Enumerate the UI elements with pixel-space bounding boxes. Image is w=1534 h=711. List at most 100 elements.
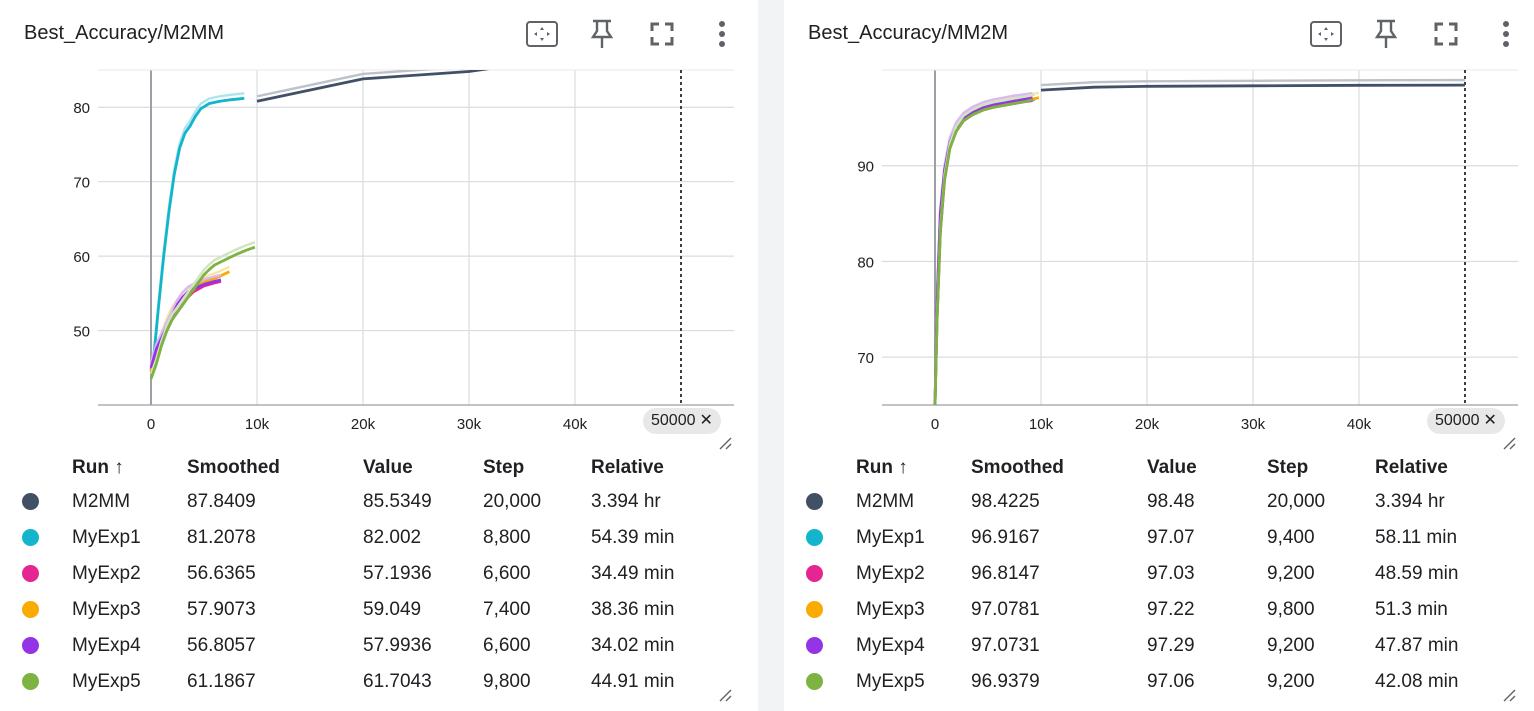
run-color-dot[interactable]	[22, 565, 39, 583]
run-color-dot[interactable]	[22, 637, 39, 655]
run-color-dot[interactable]	[22, 673, 39, 691]
table-row[interactable]: M2MM 87.8409 85.5349 20,000 3.394 hr	[22, 484, 731, 520]
table-row[interactable]: M2MM 98.4225 98.48 20,000 3.394 hr	[806, 484, 1515, 520]
raw-value: 97.22	[1147, 599, 1195, 620]
close-icon[interactable]: ✕	[699, 412, 713, 429]
line-chart[interactable]: 70 80 90 0 10k 20k 30k 40k	[784, 62, 1534, 447]
raw-value: 97.03	[1147, 563, 1195, 584]
chart-resize-handle[interactable]	[718, 436, 732, 450]
table-row[interactable]: MyExp3 97.0781 97.22 9,800 51.3 min	[806, 592, 1515, 628]
close-icon[interactable]: ✕	[1483, 412, 1497, 429]
run-color-dot[interactable]	[806, 493, 823, 511]
column-header-run[interactable]: Run ↑	[72, 457, 124, 478]
column-header-step[interactable]: Step	[1267, 457, 1309, 478]
pin-button[interactable]	[1368, 16, 1404, 52]
run-color-dot[interactable]	[806, 673, 823, 691]
smoothed-value: 61.1867	[187, 671, 256, 692]
fullscreen-button[interactable]	[644, 16, 680, 52]
step-value: 8,800	[483, 527, 531, 548]
column-header-value[interactable]: Value	[1147, 457, 1197, 478]
series-raw-line-MyExp4	[149, 273, 222, 364]
relative-time: 34.49 min	[591, 563, 675, 584]
more-options-button[interactable]	[1488, 16, 1524, 52]
table-row[interactable]: MyExp5 96.9379 97.06 9,200 42.08 min	[806, 664, 1515, 700]
series-raw-line-MyExp4	[933, 91, 1033, 401]
table-row[interactable]: MyExp3 57.9073 59.049 7,400 38.36 min	[22, 592, 731, 628]
x-tick-label: 30k	[457, 416, 482, 433]
y-tick-label: 50	[73, 324, 90, 341]
run-color-dot[interactable]	[22, 529, 39, 547]
series-raw-line-M2MM	[1040, 78, 1466, 87]
table-row[interactable]: MyExp2 96.8147 97.03 9,200 48.59 min	[806, 556, 1515, 592]
relative-time: 3.394 hr	[591, 491, 661, 512]
run-color-dot[interactable]	[22, 493, 39, 511]
chart-resize-handle[interactable]	[1502, 436, 1516, 450]
relative-time: 48.59 min	[1375, 563, 1459, 584]
table-row[interactable]: MyExp1 81.2078 82.002 8,800 54.39 min	[22, 520, 731, 556]
table-row[interactable]: MyExp5 61.1867 61.7043 9,800 44.91 min	[22, 664, 731, 700]
x-tick-label: 10k	[1029, 416, 1054, 433]
card-title: Best_Accuracy/M2MM	[24, 22, 225, 44]
series-raw-line-M2MM	[256, 70, 437, 98]
run-color-dot[interactable]	[806, 637, 823, 655]
table-row[interactable]: MyExp4 97.0731 97.29 9,200 47.87 min	[806, 628, 1515, 664]
step-marker-chip[interactable]: 50000 ✕	[1427, 408, 1505, 434]
raw-value: 97.29	[1147, 635, 1195, 656]
raw-value: 61.7043	[363, 671, 432, 692]
resize-handle-icon	[1503, 437, 1516, 450]
smoothed-value: 96.8147	[971, 563, 1040, 584]
table-row[interactable]: MyExp2 56.6365 57.1936 6,600 34.49 min	[22, 556, 731, 592]
relative-time: 42.08 min	[1375, 671, 1459, 692]
run-name: MyExp4	[856, 635, 925, 656]
column-header-value[interactable]: Value	[363, 457, 413, 478]
smoothed-value: 56.6365	[187, 563, 256, 584]
table-resize-handle[interactable]	[1502, 688, 1516, 702]
run-color-dot[interactable]	[22, 601, 39, 619]
run-color-dot[interactable]	[806, 529, 823, 547]
smoothed-value: 56.8057	[187, 635, 256, 656]
table-resize-handle[interactable]	[718, 688, 732, 702]
run-name: MyExp1	[856, 527, 925, 548]
fullscreen-button[interactable]	[1428, 16, 1464, 52]
x-tick-label: 40k	[563, 416, 588, 433]
x-tick-label: 0	[931, 416, 939, 433]
column-header-smoothed[interactable]: Smoothed	[971, 457, 1064, 478]
series-line-MyExp5	[149, 245, 256, 380]
table-row[interactable]: MyExp1 96.9167 97.07 9,400 58.11 min	[806, 520, 1515, 556]
step-value: 9,400	[1267, 527, 1315, 548]
smoothed-value: 98.4225	[971, 491, 1040, 512]
x-tick-label: 20k	[1135, 416, 1160, 433]
resize-handle-icon	[719, 689, 732, 702]
column-header-run[interactable]: Run ↑	[856, 457, 908, 478]
more-options-button[interactable]	[704, 16, 740, 52]
runs-table: Run ↑ Smoothed Value Step Relative M2MM 8…	[22, 452, 731, 700]
raw-value: 98.48	[1147, 491, 1195, 512]
column-header-relative[interactable]: Relative	[1375, 457, 1448, 478]
table-row[interactable]: MyExp4 56.8057 57.9936 6,600 34.02 min	[22, 628, 731, 664]
chart-svg[interactable]: 50 60 70 80 0 10k 20k 30k 40k	[0, 62, 758, 442]
pin-button[interactable]	[584, 16, 620, 52]
run-color-dot[interactable]	[806, 565, 823, 583]
line-chart[interactable]: 50 60 70 80 0 10k 20k 30k 40k	[0, 62, 758, 447]
column-header-relative[interactable]: Relative	[591, 457, 664, 478]
column-header-step[interactable]: Step	[483, 457, 525, 478]
x-tick-label: 30k	[1241, 416, 1266, 433]
run-color-dot[interactable]	[806, 601, 823, 619]
x-tick-label: 20k	[351, 416, 376, 433]
resize-handle-icon	[1503, 689, 1516, 702]
step-marker-chip[interactable]: 50000 ✕	[643, 408, 721, 434]
raw-value: 57.9936	[363, 635, 432, 656]
pin-icon	[590, 19, 614, 49]
more-vertical-icon	[1502, 20, 1510, 48]
run-name: M2MM	[856, 491, 915, 512]
smoothed-value: 57.9073	[187, 599, 256, 620]
fullscreen-icon	[650, 22, 674, 46]
card-title: Best_Accuracy/MM2M	[808, 22, 1009, 44]
scalar-card-m2mm: Best_Accuracy/M2MM 50 60 70 80 0 10k 20k 30k 40k…	[0, 0, 758, 711]
fit-domain-button[interactable]	[1308, 16, 1344, 52]
series-line-M2MM	[256, 70, 490, 103]
step-value: 20,000	[1267, 491, 1326, 512]
fit-domain-button[interactable]	[524, 16, 560, 52]
chart-svg[interactable]: 70 80 90 0 10k 20k 30k 40k	[784, 62, 1534, 442]
column-header-smoothed[interactable]: Smoothed	[187, 457, 280, 478]
